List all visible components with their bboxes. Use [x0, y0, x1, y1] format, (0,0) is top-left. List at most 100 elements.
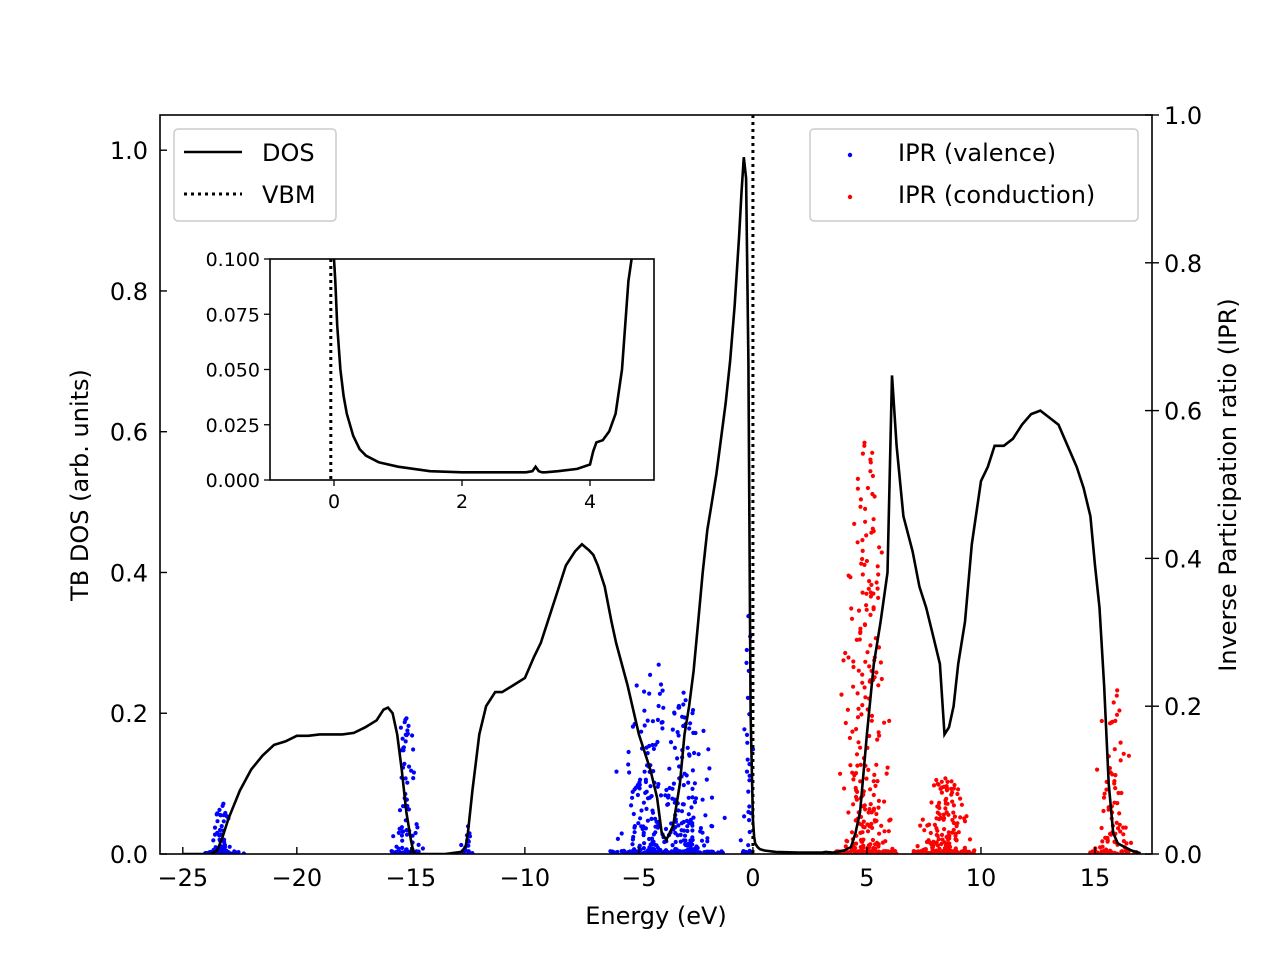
ipr-point: [851, 664, 856, 670]
ipr-point: [952, 782, 957, 788]
ipr-point: [706, 747, 711, 752]
legend-ipr-conduction-label: IPR (conduction): [898, 181, 1095, 209]
ipr-point: [650, 719, 656, 724]
ipr-point: [645, 818, 651, 823]
ipr-point: [1114, 820, 1119, 825]
y-tick-label: 1.0: [110, 137, 148, 165]
y2-axis-ticks: 0.0 0.2 0.4 0.6 0.8 1.0: [1145, 102, 1202, 869]
ipr-point: [661, 705, 666, 710]
ipr-point: [747, 778, 752, 783]
ipr-point: [414, 822, 419, 827]
ipr-point: [647, 795, 653, 800]
ipr-point: [1112, 747, 1117, 752]
y-tick-label: 0.4: [110, 559, 148, 587]
ipr-point: [211, 838, 216, 843]
ipr-point: [698, 826, 704, 831]
x-tick-label: −20: [271, 864, 322, 892]
ipr-point: [854, 797, 860, 802]
ipr-point: [645, 718, 650, 723]
ipr-point: [416, 842, 421, 848]
ipr-point: [644, 745, 649, 750]
ipr-point: [853, 771, 859, 776]
ipr-point: [690, 768, 696, 773]
ipr-point: [747, 829, 752, 835]
ipr-point: [944, 834, 949, 840]
main-plot-area: −25 −20 −15 −10 −5 0 5 10 15 0.00.20.40.60.81.0 …: [110, 102, 1202, 892]
ipr-point: [744, 660, 749, 666]
ipr-point: [953, 831, 958, 836]
ipr-point: [660, 726, 665, 731]
ipr-point: [1117, 822, 1122, 827]
ipr-point: [855, 486, 861, 491]
ipr-point: [217, 807, 222, 813]
ipr-point: [960, 849, 965, 854]
ipr-point: [694, 844, 699, 849]
ipr-point: [887, 718, 892, 724]
ipr-point: [1112, 779, 1117, 784]
x-tick-label: 10: [966, 864, 997, 892]
ipr-point: [651, 746, 657, 752]
ipr-point: [707, 766, 712, 771]
ipr-point: [399, 825, 404, 830]
ipr-point: [854, 788, 859, 793]
ipr-point: [939, 832, 945, 838]
ipr-point: [747, 804, 752, 809]
ipr-point: [652, 842, 657, 847]
ipr-point: [855, 763, 860, 768]
ipr-point: [681, 702, 686, 707]
ipr-point: [928, 830, 933, 836]
ipr-point: [843, 650, 848, 656]
ipr-point: [690, 847, 695, 852]
ipr-point: [842, 786, 847, 791]
ipr-point: [745, 740, 750, 745]
ipr-point: [874, 670, 879, 675]
ipr-point: [681, 690, 686, 695]
ipr-point: [868, 460, 873, 465]
ipr-point: [415, 825, 420, 830]
ipr-point: [682, 715, 687, 720]
ipr-point: [882, 799, 887, 804]
ipr-point: [949, 786, 954, 791]
ipr-point: [406, 723, 411, 729]
ipr-point: [693, 730, 698, 736]
ipr-point: [1118, 758, 1123, 763]
x-tick-label: −25: [157, 864, 208, 892]
ipr-point: [886, 829, 891, 834]
ipr-point: [879, 676, 884, 682]
ipr-point: [690, 828, 695, 833]
ipr-point: [858, 626, 863, 631]
ipr-point: [642, 769, 647, 774]
ipr-point: [389, 849, 394, 854]
x-tick-label: −15: [386, 864, 437, 892]
ipr-point: [685, 824, 690, 829]
ipr-point: [744, 850, 749, 854]
ipr-point: [649, 850, 655, 854]
ipr-point: [221, 813, 226, 818]
ipr-point: [964, 814, 969, 819]
ipr-point: [641, 833, 646, 838]
ipr-point: [404, 832, 410, 837]
x-tick-label: 0: [745, 864, 760, 892]
ipr-point: [690, 795, 695, 800]
ipr-point: [672, 745, 678, 751]
ipr-point: [702, 843, 707, 848]
ipr-point: [1104, 787, 1109, 792]
y2-tick-label: 1.0: [1164, 102, 1202, 130]
ipr-point: [846, 810, 851, 815]
ipr-point: [946, 830, 951, 835]
ipr-point: [676, 823, 681, 828]
ipr-point: [941, 812, 946, 817]
ipr-point: [860, 703, 865, 708]
ipr-point: [938, 815, 943, 821]
ipr-point: [846, 655, 851, 660]
ipr-point: [642, 841, 647, 846]
ipr-point: [1108, 831, 1113, 837]
ipr-point: [627, 770, 632, 775]
ipr-point: [859, 712, 864, 717]
ipr-point: [722, 815, 727, 821]
ipr-point: [885, 765, 890, 770]
ipr-point: [868, 787, 873, 792]
ipr-point: [875, 737, 880, 742]
ipr-point: [400, 845, 405, 851]
